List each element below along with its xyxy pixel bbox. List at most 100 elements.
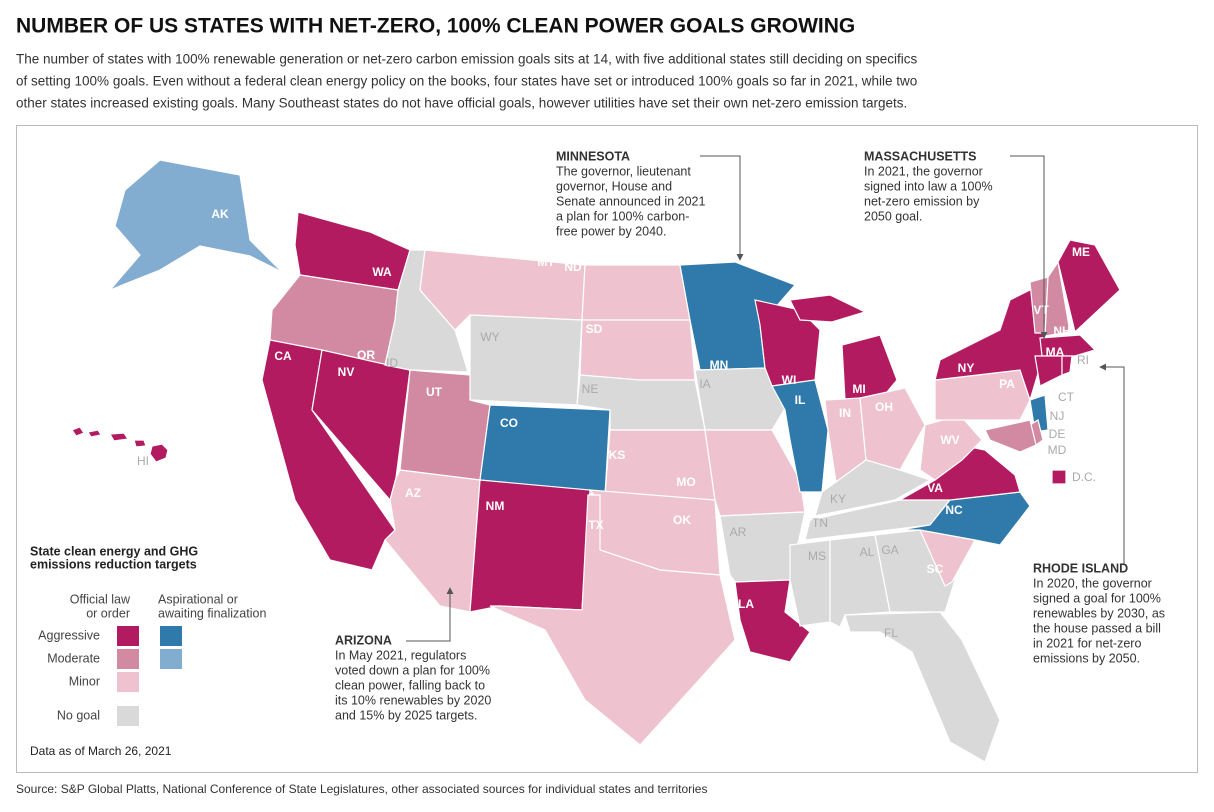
- annotation-title: RHODE ISLAND: [1033, 561, 1128, 575]
- annotation-text: and 15% by 2025 targets.: [335, 708, 477, 722]
- state-label: WA: [372, 265, 392, 279]
- states: [71, 159, 1121, 763]
- annotation-text: a plan for 100% carbon-: [556, 209, 689, 223]
- state: [1057, 239, 1121, 334]
- state-label: SC: [927, 562, 944, 576]
- state-label: MT: [537, 255, 555, 269]
- map-frame: [16, 125, 1198, 773]
- legend-title: emissions reduction targets: [30, 557, 197, 571]
- annotation-text: emissions by 2050.: [1033, 651, 1140, 665]
- subtitle: other states increased existing goals. M…: [16, 96, 907, 111]
- state-label: KS: [609, 448, 626, 462]
- state-label: WV: [940, 433, 959, 447]
- state: [984, 419, 1037, 453]
- state-label: NE: [582, 382, 599, 396]
- legend-swatch: [160, 626, 182, 646]
- state-label: MD: [1048, 443, 1067, 457]
- state-label: OH: [875, 400, 893, 414]
- legend-header: or order: [86, 606, 130, 620]
- state-label: OK: [673, 513, 691, 527]
- legend-label: Aggressive: [38, 628, 100, 642]
- state: [1039, 334, 1097, 357]
- state: [859, 387, 926, 471]
- state: [899, 491, 1031, 546]
- annotation-title: ARIZONA: [335, 633, 392, 647]
- state-label: PA: [999, 377, 1015, 391]
- state-label: WY: [480, 330, 499, 344]
- state-label: WI: [782, 373, 797, 387]
- legend-title: State clean energy and GHG: [30, 544, 198, 558]
- state-label: GA: [881, 543, 898, 557]
- state-label: MA: [1046, 345, 1065, 359]
- state-label: IL: [795, 393, 806, 407]
- state-label: AK: [211, 207, 229, 221]
- state-label: VT: [1033, 303, 1049, 317]
- state: [874, 529, 956, 613]
- leader-line: [1099, 363, 1125, 565]
- annotation-text: 2050 goal.: [864, 209, 922, 223]
- state: [694, 367, 791, 431]
- state-label: ID: [386, 356, 398, 370]
- state-label: ND: [564, 260, 582, 274]
- state-label: CT: [1058, 390, 1075, 404]
- state-label: LA: [738, 597, 754, 611]
- state-label: OR: [357, 348, 375, 362]
- state-label: SD: [586, 322, 603, 336]
- annotation-text: voted down a plan for 100%: [335, 663, 490, 677]
- state-label: NY: [958, 361, 975, 375]
- annotation-text: signed into law a 100%: [864, 179, 993, 193]
- state-label: NV: [338, 365, 355, 379]
- state-label: DE: [1049, 427, 1066, 441]
- state-label: VA: [927, 481, 943, 495]
- state: [489, 494, 736, 746]
- subtitle: The number of states with 100% renewable…: [16, 52, 917, 67]
- annotation-text: The governor, lieutenant: [556, 164, 691, 178]
- state-label: CO: [500, 416, 518, 430]
- state-label: NC: [945, 503, 963, 517]
- state-label: AZ: [405, 486, 421, 500]
- annotation-title: MASSACHUSETTS: [864, 149, 977, 163]
- state-label: IN: [839, 406, 851, 420]
- state: [604, 429, 716, 501]
- annotation-text: In 2020, the governor: [1033, 576, 1152, 590]
- state-label: MS: [808, 549, 826, 563]
- state: [771, 379, 829, 493]
- state-label: NJ: [1050, 409, 1065, 423]
- annotation-text: its 10% renewables by 2020: [335, 693, 491, 707]
- state-label: NH: [1053, 324, 1070, 338]
- note: Data as of March 26, 2021: [30, 744, 172, 758]
- legend-label: Minor: [69, 674, 100, 688]
- legend-header: awaiting finalization: [158, 606, 266, 620]
- state: [109, 159, 283, 291]
- state: [1044, 260, 1071, 337]
- state: [1034, 355, 1063, 387]
- legend-swatch: [117, 649, 139, 669]
- leader-line: [1010, 155, 1048, 339]
- state-label: UT: [426, 385, 443, 399]
- state-label: MI: [852, 382, 865, 396]
- annotation-text: signed a goal for 100%: [1033, 591, 1161, 605]
- legend-header: Official law: [70, 592, 131, 606]
- state: [71, 426, 169, 463]
- subtitle: of setting 100% goals. Even without a fe…: [16, 74, 917, 89]
- state: [789, 294, 898, 401]
- legend-header: Aspirational or: [158, 592, 238, 606]
- state: [814, 459, 932, 517]
- legend-swatch: [117, 706, 139, 726]
- state-label: MN: [710, 358, 729, 372]
- state-label: AR: [730, 525, 747, 539]
- annotation-title: MINNESOTA: [556, 149, 630, 163]
- state-label: D.C.: [1072, 470, 1096, 484]
- annotation-text: free power by 2040.: [556, 224, 667, 238]
- annotation-text: clean power, falling back to: [335, 678, 485, 692]
- annotation-text: In May 2021, regulators: [335, 648, 466, 662]
- state-label: MO: [676, 475, 695, 489]
- state-label: ME: [1072, 245, 1090, 259]
- leader-line: [700, 155, 744, 261]
- annotation-text: governor, House and: [556, 179, 672, 193]
- state-label: CA: [274, 349, 292, 363]
- state: [734, 579, 811, 663]
- state: [581, 264, 691, 321]
